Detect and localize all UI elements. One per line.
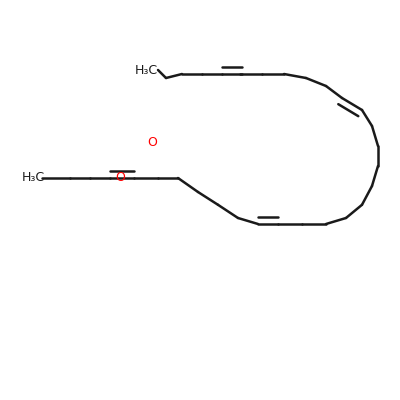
- Text: H₃C: H₃C: [135, 64, 158, 76]
- Text: O: O: [147, 136, 157, 148]
- Text: O: O: [115, 172, 125, 184]
- Text: H₃C: H₃C: [22, 172, 45, 184]
